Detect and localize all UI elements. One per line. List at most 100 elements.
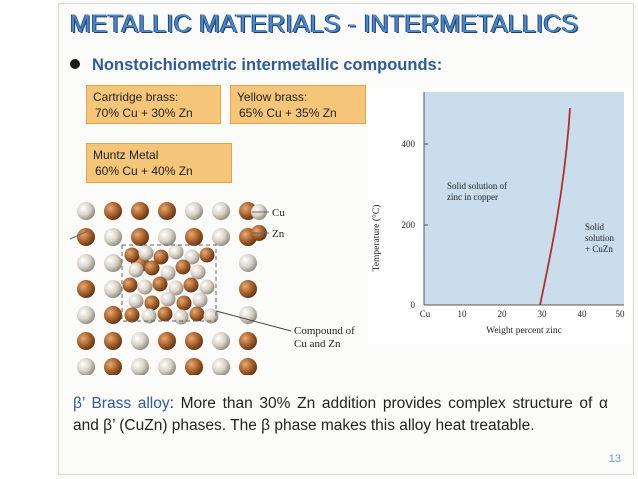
y-axis-label: Temperature (°C) xyxy=(371,205,382,272)
cu-atom xyxy=(189,306,205,322)
bottom-rest: : More than 30% Zn addition provides com… xyxy=(73,395,608,434)
x-tick-cu: Cu xyxy=(420,309,431,319)
cu-atom xyxy=(131,228,149,246)
cu-atom xyxy=(104,332,122,350)
zn-atom xyxy=(141,308,157,324)
cu-atom xyxy=(185,332,203,350)
solvus-curve xyxy=(539,107,571,306)
zn-atom xyxy=(190,264,206,280)
slide-subtitle: Nonstoichiometric intermetallic compound… xyxy=(70,56,442,75)
x-tick-20: 20 xyxy=(498,309,508,319)
x-tick-30: 30 xyxy=(538,309,548,319)
y-tick-400: 400 xyxy=(402,139,416,149)
note-yellow-brass: Yellow brass: 65% Cu + 35% Zn xyxy=(230,85,366,124)
cu-atom xyxy=(77,332,95,350)
cu-atom xyxy=(152,276,168,292)
subtitle-text: Nonstoichiometric intermetallic compound… xyxy=(92,56,443,74)
cu-atom xyxy=(157,306,173,322)
slide-border xyxy=(58,3,634,475)
note-muntz-metal: Muntz Metal 60% Cu + 40% Zn xyxy=(86,143,232,183)
cu-atom xyxy=(131,202,149,220)
note-cartridge-composition: 70% Cu + 30% Zn xyxy=(95,106,193,120)
zn-atom xyxy=(184,249,200,265)
x-tick-50: 50 xyxy=(616,309,626,319)
cu-atom xyxy=(77,228,95,246)
x-axis-label: Weight percent zinc xyxy=(486,326,562,336)
bullet-icon xyxy=(70,59,80,69)
cu-atom xyxy=(199,247,215,263)
zn-atom xyxy=(212,358,230,375)
compound-region-box xyxy=(121,244,217,322)
cu-atom xyxy=(77,280,95,298)
zn-atom xyxy=(128,293,144,309)
note-cartridge-brass: Cartridge brass: 70% Cu + 30% Zn xyxy=(86,85,221,124)
note-cartridge-name: Cartridge brass: xyxy=(93,90,179,104)
cu-atom xyxy=(185,358,203,375)
zn-atom xyxy=(158,358,176,375)
zn-atom xyxy=(212,228,230,246)
cu-atom xyxy=(144,295,160,311)
legend-zn: Zn xyxy=(272,228,285,240)
y-tick-200: 200 xyxy=(402,220,416,230)
zn-atom xyxy=(77,202,95,220)
cu-atom xyxy=(104,358,122,375)
region1-line1: Solid solution of xyxy=(447,181,507,191)
zn-atom xyxy=(203,308,219,324)
zn-atom xyxy=(77,358,95,375)
cu-atom xyxy=(176,295,192,311)
x-tick-40: 40 xyxy=(578,309,588,319)
legend-cu: Cu xyxy=(272,207,285,219)
cu-atom xyxy=(239,280,257,298)
note-yellow-name: Yellow brass: xyxy=(237,90,308,104)
x-tick-10: 10 xyxy=(458,309,468,319)
bottom-paragraph: β’ Brass alloy: More than 30% Zn additio… xyxy=(73,393,608,437)
compound-pointer-line xyxy=(215,310,292,332)
zn-atom xyxy=(131,358,149,375)
zn-atom xyxy=(128,262,144,278)
region2-line1: Solid xyxy=(585,222,605,232)
zn-atom xyxy=(199,279,215,295)
cu-atom xyxy=(122,277,138,293)
zn-atom xyxy=(138,245,154,261)
zn-atom xyxy=(168,244,184,260)
edge-pointer-line xyxy=(69,230,89,240)
zn-atom xyxy=(104,228,122,246)
zn-atom xyxy=(173,309,189,325)
phase-diagram-plot-area xyxy=(424,92,624,305)
compound-label-line2: Cu and Zn xyxy=(294,338,341,350)
zn-atom xyxy=(77,254,95,272)
note-muntz-name: Muntz Metal xyxy=(93,148,159,162)
phase-diagram: Temperature (°C) 0 200 400 Cu 10 20 30 4… xyxy=(368,88,632,344)
region1-line2: zinc in copper xyxy=(447,192,498,202)
y-tick-0: 0 xyxy=(411,300,416,310)
zn-atom xyxy=(160,291,176,307)
region2-line3: + CuZn xyxy=(585,244,613,254)
cu-atom xyxy=(185,228,203,246)
slide-title: METALLIC MATERIALS - INTERMETALLICS xyxy=(70,10,579,38)
cu-atom xyxy=(153,249,169,265)
cu-atom xyxy=(144,260,160,276)
region2-line2: solution xyxy=(585,233,615,243)
cu-atom xyxy=(104,202,122,220)
zn-atom xyxy=(212,202,230,220)
atom-lattice xyxy=(77,202,267,375)
cu-atom xyxy=(239,358,257,375)
cu-atom xyxy=(104,306,122,324)
zn-atom xyxy=(168,280,184,296)
compound-label-line1: Compound of xyxy=(294,325,355,337)
zn-atom xyxy=(104,254,122,272)
cu-atom xyxy=(158,332,176,350)
zn-atom xyxy=(239,254,257,272)
zn-atom xyxy=(192,292,208,308)
cu-atom xyxy=(183,277,199,293)
zn-atom xyxy=(239,306,257,324)
page-number: 13 xyxy=(608,453,621,465)
cu-atom xyxy=(124,247,140,263)
zn-atom xyxy=(137,279,153,295)
zn-atom xyxy=(131,332,149,350)
cu-atom xyxy=(175,259,191,275)
cu-atom xyxy=(158,202,176,220)
cu-atom xyxy=(239,332,257,350)
bottom-highlight: β’ Brass alloy xyxy=(73,395,170,412)
zn-atom xyxy=(77,306,95,324)
